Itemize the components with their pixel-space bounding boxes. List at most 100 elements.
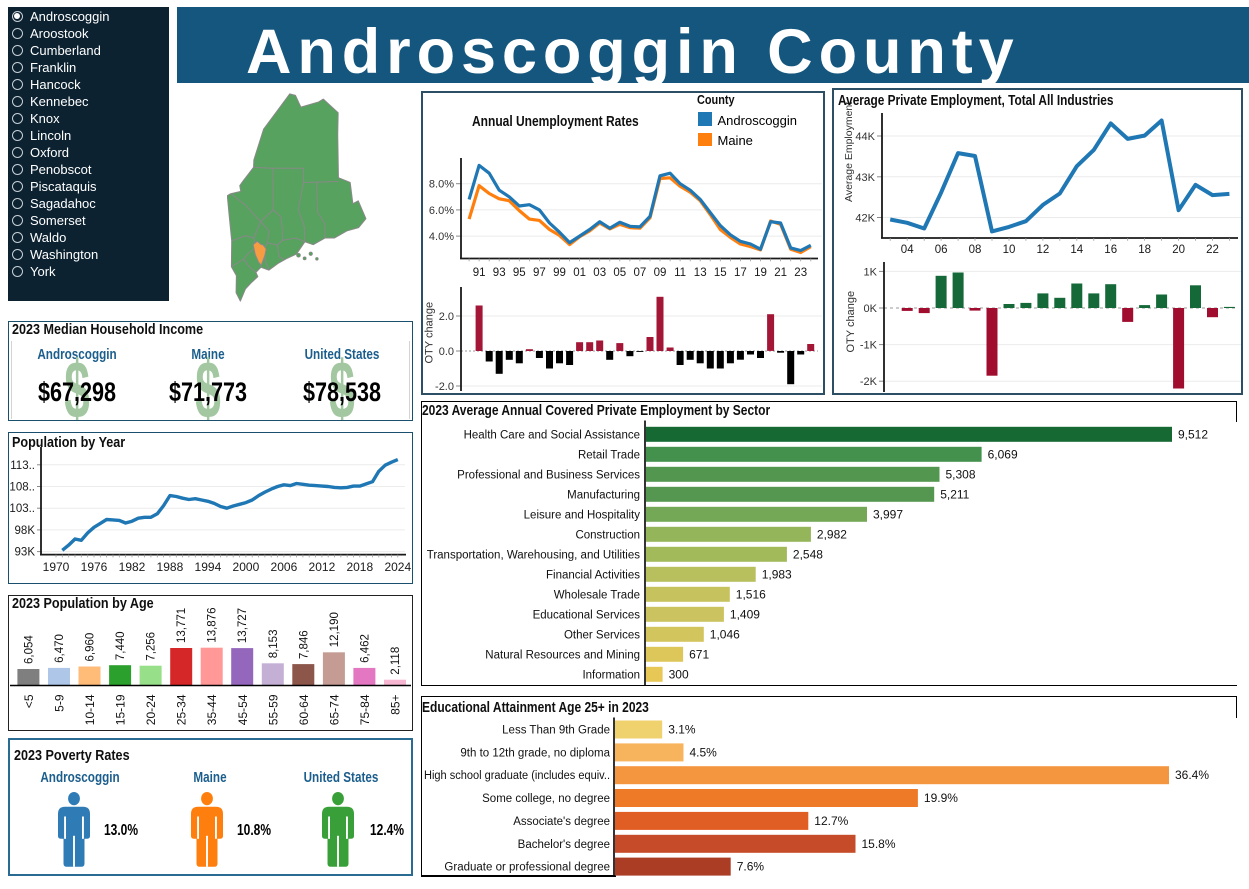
svg-text:65-74: 65-74 bbox=[327, 694, 341, 725]
svg-text:4.5%: 4.5% bbox=[690, 745, 718, 759]
svg-text:01: 01 bbox=[573, 267, 586, 279]
svg-text:6,054: 6,054 bbox=[23, 635, 35, 664]
svg-text:113..: 113.. bbox=[10, 460, 35, 472]
svg-text:Information: Information bbox=[582, 669, 640, 681]
svg-text:1970: 1970 bbox=[43, 560, 70, 574]
svg-text:22: 22 bbox=[1206, 244, 1219, 256]
svg-text:99: 99 bbox=[553, 267, 566, 279]
svg-text:1,516: 1,516 bbox=[736, 587, 766, 601]
svg-text:Less Than 9th Grade: Less Than 9th Grade bbox=[502, 725, 610, 737]
svg-text:12,190: 12,190 bbox=[329, 612, 341, 647]
svg-text:OTY change: OTY change bbox=[845, 291, 857, 353]
svg-text:2024: 2024 bbox=[384, 560, 411, 574]
svg-text:1K: 1K bbox=[864, 266, 878, 278]
svg-text:<5: <5 bbox=[22, 694, 36, 708]
svg-text:5,211: 5,211 bbox=[940, 487, 969, 501]
svg-text:14: 14 bbox=[1070, 244, 1083, 256]
svg-text:2,118: 2,118 bbox=[390, 647, 402, 675]
svg-text:1994: 1994 bbox=[195, 560, 222, 574]
svg-text:75-84: 75-84 bbox=[358, 694, 372, 725]
svg-text:Graduate or professional degre: Graduate or professional degree bbox=[444, 862, 610, 874]
svg-text:20-24: 20-24 bbox=[144, 694, 158, 725]
svg-text:60-64: 60-64 bbox=[297, 694, 311, 725]
svg-text:0.0: 0.0 bbox=[439, 346, 454, 358]
svg-text:Bachelor's degree: Bachelor's degree bbox=[518, 839, 610, 851]
svg-text:15: 15 bbox=[714, 267, 727, 279]
svg-text:Natural Resources and Mining: Natural Resources and Mining bbox=[485, 649, 640, 661]
svg-text:Wholesale Trade: Wholesale Trade bbox=[554, 589, 640, 601]
svg-text:671: 671 bbox=[689, 647, 709, 661]
svg-text:35-44: 35-44 bbox=[205, 694, 219, 725]
svg-text:10-14: 10-14 bbox=[83, 694, 97, 725]
svg-text:-2.0: -2.0 bbox=[435, 381, 454, 393]
svg-text:91: 91 bbox=[473, 267, 486, 279]
svg-text:5,308: 5,308 bbox=[946, 467, 976, 481]
svg-text:42K: 42K bbox=[855, 213, 875, 225]
svg-text:13,771: 13,771 bbox=[176, 608, 188, 643]
svg-text:19: 19 bbox=[754, 267, 767, 279]
svg-text:7.6%: 7.6% bbox=[737, 860, 765, 874]
svg-text:Educational Services: Educational Services bbox=[533, 609, 641, 621]
svg-text:97: 97 bbox=[533, 267, 546, 279]
svg-text:300: 300 bbox=[669, 667, 689, 681]
svg-text:11: 11 bbox=[674, 267, 686, 279]
svg-text:Associate's degree: Associate's degree bbox=[513, 816, 610, 828]
svg-text:16: 16 bbox=[1104, 244, 1117, 256]
svg-text:1,983: 1,983 bbox=[762, 567, 792, 581]
svg-text:09: 09 bbox=[654, 267, 667, 279]
svg-text:2000: 2000 bbox=[233, 560, 260, 574]
svg-text:6,069: 6,069 bbox=[988, 447, 1018, 461]
svg-text:2012: 2012 bbox=[309, 560, 336, 574]
svg-text:1988: 1988 bbox=[157, 560, 184, 574]
svg-text:10: 10 bbox=[1003, 244, 1016, 256]
svg-text:21: 21 bbox=[774, 267, 787, 279]
svg-text:0K: 0K bbox=[864, 303, 878, 315]
svg-text:12.7%: 12.7% bbox=[814, 814, 848, 828]
svg-text:19.9%: 19.9% bbox=[924, 791, 958, 805]
svg-text:2018: 2018 bbox=[346, 560, 373, 574]
svg-text:Construction: Construction bbox=[575, 529, 640, 541]
svg-text:Leisure and Hospitality: Leisure and Hospitality bbox=[524, 509, 641, 521]
svg-text:Some college, no degree: Some college, no degree bbox=[482, 793, 610, 805]
svg-text:OTY change: OTY change bbox=[424, 302, 436, 364]
svg-text:6,470: 6,470 bbox=[54, 634, 66, 663]
svg-text:6.0%: 6.0% bbox=[429, 205, 454, 217]
svg-text:Health Care and Social Assista: Health Care and Social Assistance bbox=[464, 429, 640, 441]
svg-text:08: 08 bbox=[969, 244, 982, 256]
svg-text:43K: 43K bbox=[855, 172, 875, 184]
svg-text:15.8%: 15.8% bbox=[862, 837, 896, 851]
svg-text:8.0%: 8.0% bbox=[429, 179, 454, 191]
svg-text:1,409: 1,409 bbox=[730, 607, 760, 621]
svg-text:High school graduate (includes: High school graduate (includes equiv.. bbox=[424, 770, 610, 782]
svg-text:93K: 93K bbox=[15, 547, 36, 559]
svg-text:Financial Activities: Financial Activities bbox=[546, 569, 640, 581]
svg-text:17: 17 bbox=[734, 267, 747, 279]
svg-text:44K: 44K bbox=[855, 131, 875, 143]
svg-text:2006: 2006 bbox=[271, 560, 298, 574]
svg-text:Transportation, Warehousing, a: Transportation, Warehousing, and Utiliti… bbox=[427, 549, 641, 561]
svg-text:1982: 1982 bbox=[119, 560, 146, 574]
svg-text:4.0%: 4.0% bbox=[429, 231, 454, 243]
svg-text:98K: 98K bbox=[15, 525, 36, 537]
svg-text:36.4%: 36.4% bbox=[1175, 768, 1209, 782]
svg-text:15-19: 15-19 bbox=[114, 694, 128, 725]
svg-text:9,512: 9,512 bbox=[1178, 427, 1208, 441]
svg-text:45-54: 45-54 bbox=[236, 694, 250, 725]
svg-text:Professional and Business Serv: Professional and Business Services bbox=[457, 469, 640, 481]
svg-text:1,046: 1,046 bbox=[710, 627, 740, 641]
svg-text:2,982: 2,982 bbox=[817, 527, 847, 541]
svg-text:12: 12 bbox=[1037, 244, 1050, 256]
svg-text:05: 05 bbox=[613, 267, 626, 279]
svg-text:18: 18 bbox=[1138, 244, 1151, 256]
svg-text:3,997: 3,997 bbox=[873, 507, 903, 521]
svg-text:-2K: -2K bbox=[860, 376, 878, 388]
svg-text:9th to 12th grade, no diploma: 9th to 12th grade, no diploma bbox=[460, 747, 610, 759]
svg-text:06: 06 bbox=[935, 244, 948, 256]
svg-text:13: 13 bbox=[694, 267, 707, 279]
svg-text:Other Services: Other Services bbox=[564, 629, 640, 641]
svg-text:2.0: 2.0 bbox=[439, 311, 454, 323]
svg-text:04: 04 bbox=[901, 244, 914, 256]
svg-text:25-34: 25-34 bbox=[175, 694, 189, 725]
svg-text:13,727: 13,727 bbox=[237, 608, 249, 643]
svg-text:7,440: 7,440 bbox=[115, 631, 127, 660]
